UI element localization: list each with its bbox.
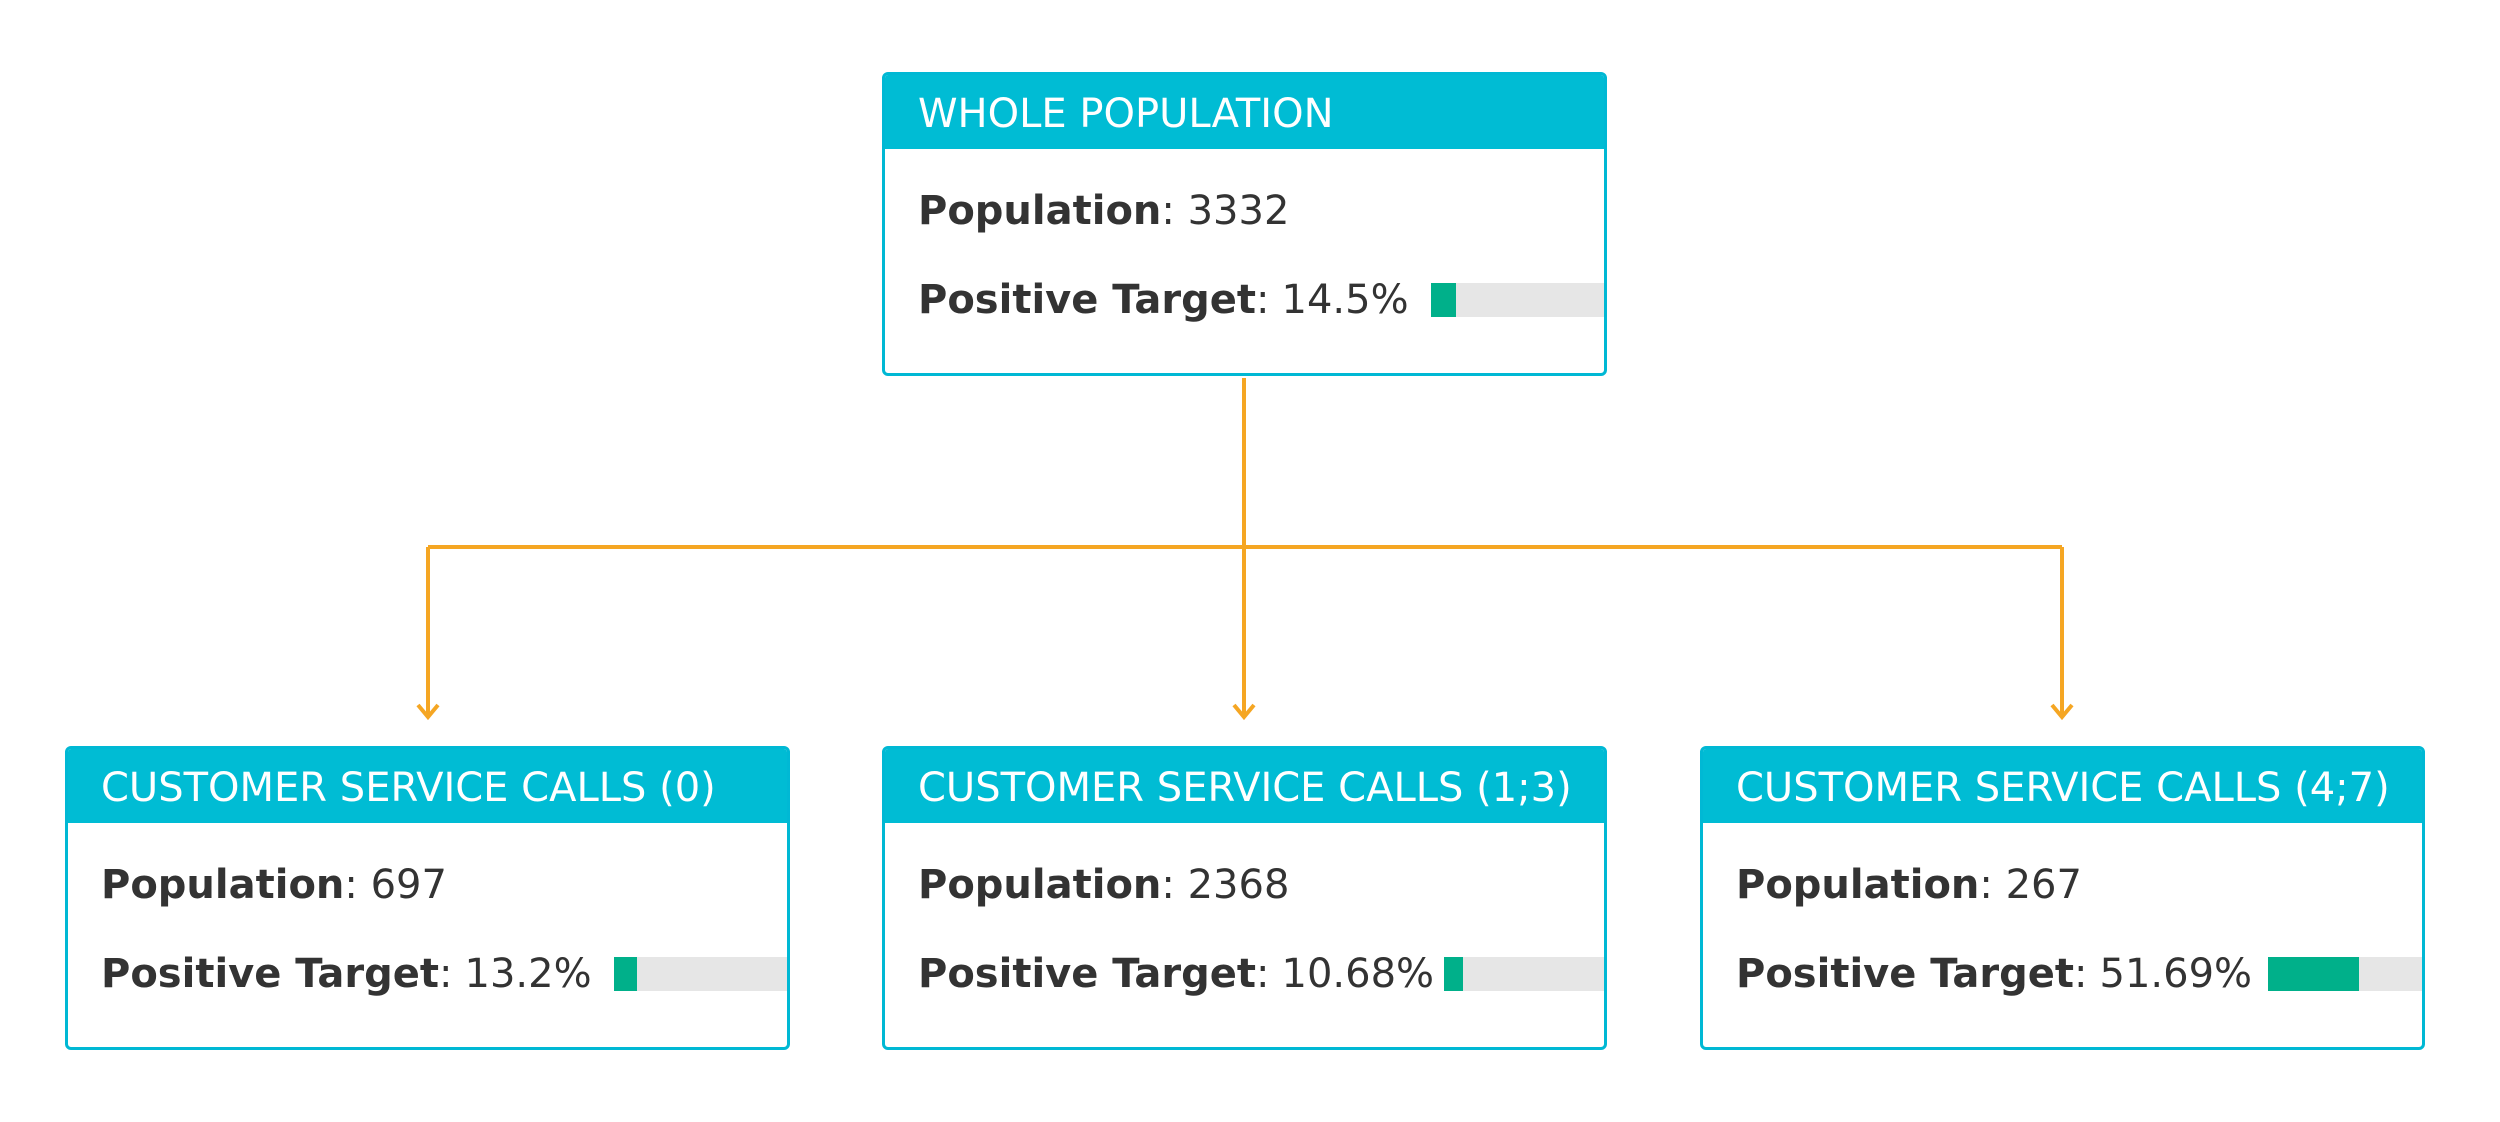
- positive-target-row: Positive Target: 13.2%: [101, 951, 787, 997]
- positive-target-bar-fill: [1430, 283, 1457, 317]
- population-label: Population: [918, 862, 1162, 908]
- positive-target-bar: [613, 957, 787, 991]
- positive-target-label: Positive Target: [918, 951, 1257, 997]
- population-label: Population: [918, 188, 1162, 234]
- positive-target-bar: [1444, 957, 1604, 991]
- arrowhead-left-icon: [416, 703, 440, 721]
- positive-target-bar-fill: [1444, 957, 1463, 991]
- positive-target-bar: [2268, 957, 2422, 991]
- node-whole-population[interactable]: WHOLE POPULATION Population: 3332 Positi…: [882, 72, 1607, 376]
- positive-target-row: Positive Target: 10.68%: [918, 951, 1604, 997]
- positive-target-row: Positive Target: 51.69%: [1736, 951, 2422, 997]
- population-value: 697: [370, 862, 447, 908]
- population-label: Population: [1736, 862, 1980, 908]
- population-row: Population: 3332: [918, 188, 1290, 234]
- node-customer-service-calls-1-3[interactable]: CUSTOMER SERVICE CALLS (1;3) Population:…: [882, 746, 1607, 1050]
- node-title: CUSTOMER SERVICE CALLS (0): [68, 749, 787, 823]
- population-label: Population: [101, 862, 345, 908]
- positive-target-value: 51.69%: [2099, 951, 2253, 997]
- positive-target-label: Positive Target: [101, 951, 440, 997]
- positive-target-bar-fill: [2268, 957, 2359, 991]
- positive-target-bar-fill: [613, 957, 637, 991]
- positive-target-value: 13.2%: [464, 951, 592, 997]
- node-customer-service-calls-4-7[interactable]: CUSTOMER SERVICE CALLS (4;7) Population:…: [1700, 746, 2425, 1050]
- population-row: Population: 267: [1736, 862, 2082, 908]
- positive-target-row: Positive Target: 14.5%: [918, 277, 1604, 323]
- positive-target-value: 14.5%: [1281, 277, 1409, 323]
- population-value: 3332: [1187, 188, 1290, 234]
- positive-target-value: 10.68%: [1281, 951, 1435, 997]
- node-title: CUSTOMER SERVICE CALLS (4;7): [1703, 749, 2422, 823]
- arrowhead-right-icon: [2050, 703, 2074, 721]
- positive-target-bar: [1430, 283, 1604, 317]
- node-title: CUSTOMER SERVICE CALLS (1;3): [885, 749, 1604, 823]
- population-value: 267: [2005, 862, 2082, 908]
- population-row: Population: 697: [101, 862, 447, 908]
- positive-target-label: Positive Target: [1736, 951, 2075, 997]
- arrowhead-middle-icon: [1232, 703, 1256, 721]
- positive-target-label: Positive Target: [918, 277, 1257, 323]
- node-title: WHOLE POPULATION: [885, 75, 1604, 149]
- node-customer-service-calls-0[interactable]: CUSTOMER SERVICE CALLS (0) Population: 6…: [65, 746, 790, 1050]
- population-value: 2368: [1187, 862, 1290, 908]
- population-row: Population: 2368: [918, 862, 1290, 908]
